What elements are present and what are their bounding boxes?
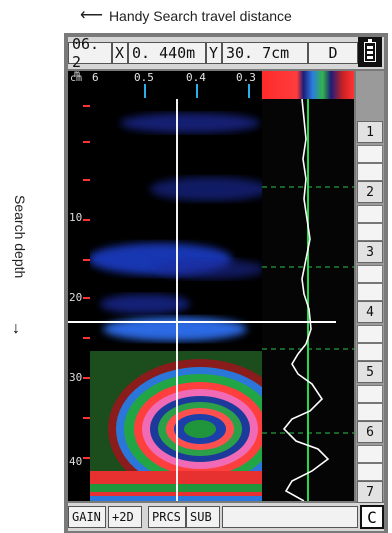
battery-icon xyxy=(358,37,382,67)
marker-6[interactable]: 6 xyxy=(357,421,383,443)
x-label: X xyxy=(112,42,128,64)
marker-7[interactable]: 7 xyxy=(357,481,383,503)
radar-display: cm 10 20 30 40 m 6 0.5 0.4 0.3 xyxy=(68,71,354,501)
search-depth-label: Search depth xyxy=(12,195,28,279)
bottom-toolbar: GAIN +2D PRCS SUB C xyxy=(68,503,384,531)
distance-tick-label: 6 xyxy=(92,71,99,84)
left-arrow-icon: ⟵ xyxy=(80,7,103,24)
down-arrow-icon: ↓ xyxy=(12,320,20,337)
distance-unit: m xyxy=(74,71,81,80)
distance-tick-label: 0.5 xyxy=(134,71,154,84)
y-label: Y xyxy=(206,42,222,64)
waveform-panel xyxy=(262,99,354,501)
distance-tick-label: 0.4 xyxy=(186,71,206,84)
distance-ruler: m 6 0.5 0.4 0.3 xyxy=(74,71,262,99)
sub-button[interactable]: SUB xyxy=(186,506,220,528)
travel-distance-label: Handy Search travel distance xyxy=(108,8,292,24)
marker-4[interactable]: 4 xyxy=(357,301,383,323)
marker-column: 1 2 3 4 5 6 7 xyxy=(356,71,384,503)
gain-button[interactable]: GAIN xyxy=(68,506,106,528)
y-depth-value: 30. 7cm xyxy=(222,42,308,64)
channel-c-button[interactable]: C xyxy=(360,505,384,529)
marker-2[interactable]: 2 xyxy=(357,181,383,203)
empty-softkey[interactable] xyxy=(222,506,358,528)
marker-5[interactable]: 5 xyxy=(357,361,383,383)
marker-3[interactable]: 3 xyxy=(357,241,383,263)
depth-tick-label: 10 xyxy=(69,211,83,224)
mode-2d-button[interactable]: +2D xyxy=(108,506,142,528)
x-position-value: 0. 440m xyxy=(128,42,206,64)
depth-unit: cm xyxy=(70,73,83,84)
depth-tick-label: 30 xyxy=(69,371,83,384)
travel-distance-annotation: ⟵ Handy Search travel distance xyxy=(80,6,292,26)
depth-cursor-line xyxy=(68,321,336,323)
distance-tick-label: 0.3 xyxy=(236,71,256,84)
depth-axis: cm 10 20 30 40 xyxy=(68,71,90,501)
device-screen: 06. 2 X 0. 440m Y 30. 7cm D cm 10 xyxy=(64,33,388,533)
status-bar: 06. 2 X 0. 440m Y 30. 7cm D xyxy=(68,35,384,71)
search-depth-annotation: Search depth ↓ xyxy=(4,195,44,365)
process-button[interactable]: PRCS xyxy=(148,506,186,528)
depth-tick-label: 40 xyxy=(69,455,83,468)
marker-1[interactable]: 1 xyxy=(357,121,383,143)
scale-value: 06. 2 xyxy=(68,35,112,71)
radargram-image xyxy=(90,99,262,501)
color-scale-bar xyxy=(262,71,354,99)
depth-tick-label: 20 xyxy=(69,291,83,304)
display-mode-button[interactable]: D xyxy=(308,42,358,64)
position-cursor-line xyxy=(176,99,178,501)
